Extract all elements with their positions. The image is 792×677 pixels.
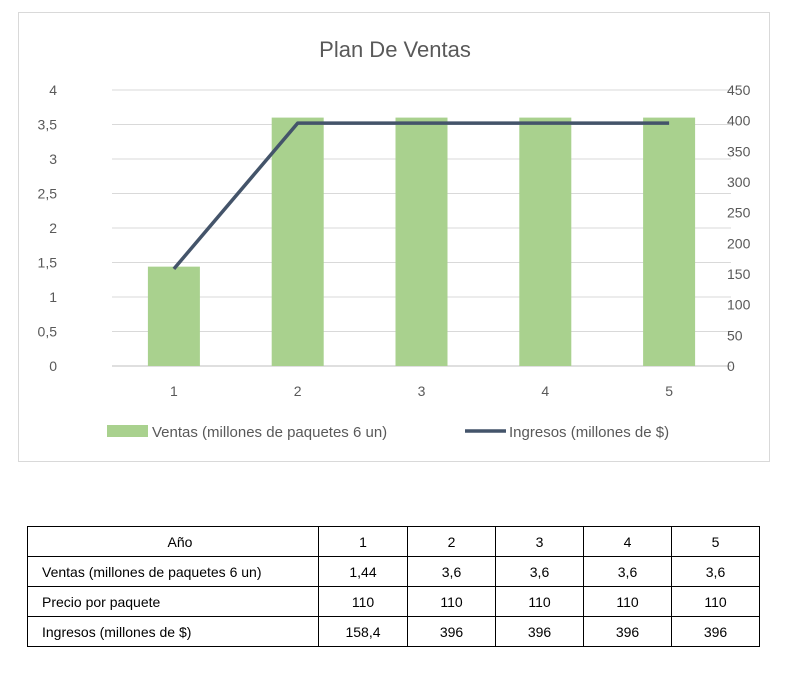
line-series	[172, 121, 670, 270]
x-tick-label: 3	[418, 383, 426, 399]
table-cell: 3,6	[671, 556, 760, 587]
bar	[519, 117, 572, 366]
table-row: Precio por paquete 110 110 110 110 110	[27, 586, 760, 617]
left-tick-label: 1,5	[38, 255, 58, 271]
header-cell-year-4: 4	[583, 526, 672, 557]
table-cell: 110	[671, 586, 760, 617]
header-cell-year-5: 5	[671, 526, 760, 557]
table-cell: 396	[407, 616, 496, 647]
right-tick-label: 200	[727, 235, 751, 251]
sales-plan-table: Año 1 2 3 4 5 Ventas (millones de paquet…	[27, 526, 760, 647]
left-tick-label: 3,5	[38, 117, 58, 133]
table-cell: 3,6	[583, 556, 672, 587]
left-tick-label: 0	[49, 358, 57, 374]
left-tick-label: 4	[49, 82, 57, 98]
header-cell-year: Año	[27, 526, 319, 557]
row-label: Precio por paquete	[27, 586, 319, 617]
header-cell-year-3: 3	[495, 526, 584, 557]
x-tick-label: 4	[541, 383, 549, 399]
right-tick-label: 50	[727, 327, 743, 343]
right-axis: 0 50 100 150 200 250 300 350 400 450	[727, 82, 751, 374]
right-tick-label: 100	[727, 297, 751, 313]
right-tick-label: 0	[727, 358, 735, 374]
combo-chart: Plan De Ventas 0 0,5 1 1,5 2 2,5 3 3,5 4 0 50 100 1…	[38, 37, 751, 441]
x-tick-label: 1	[170, 383, 178, 399]
data-table-container: Año 1 2 3 4 5 Ventas (millones de paquet…	[27, 526, 760, 647]
legend: Ventas (millones de paquetes 6 un) Ingres…	[107, 424, 669, 441]
table-cell: 110	[583, 586, 672, 617]
x-tick-label: 5	[665, 383, 673, 399]
legend-label-ingresos: Ingresos (millones de $)	[509, 424, 669, 441]
left-tick-label: 1	[49, 289, 57, 305]
table-cell: 396	[671, 616, 760, 647]
header-cell-year-2: 2	[407, 526, 496, 557]
left-tick-label: 3	[49, 151, 57, 167]
table-cell: 110	[495, 586, 584, 617]
right-tick-label: 150	[727, 266, 751, 282]
table-cell: 396	[583, 616, 672, 647]
bar	[643, 117, 696, 366]
bar	[271, 117, 324, 366]
table-cell: 3,6	[495, 556, 584, 587]
table-cell: 1,44	[318, 556, 408, 587]
right-tick-label: 450	[727, 82, 751, 98]
table-header-row: Año 1 2 3 4 5	[27, 526, 760, 557]
header-cell-year-1: 1	[318, 526, 408, 557]
table-cell: 396	[495, 616, 584, 647]
x-tick-label: 2	[294, 383, 302, 399]
table-cell: 3,6	[407, 556, 496, 587]
legend-label-ventas: Ventas (millones de paquetes 6 un)	[152, 424, 387, 441]
table-cell: 158,4	[318, 616, 408, 647]
bar	[147, 266, 200, 366]
left-tick-label: 2	[49, 220, 57, 236]
right-tick-label: 250	[727, 205, 751, 221]
table-row: Ingresos (millones de $) 158,4 396 396 3…	[27, 616, 760, 647]
bar	[395, 117, 448, 366]
row-label: Ventas (millones de paquetes 6 un)	[27, 556, 319, 587]
table-cell: 110	[318, 586, 408, 617]
row-label: Ingresos (millones de $)	[27, 616, 319, 647]
table-cell: 110	[407, 586, 496, 617]
left-tick-label: 2,5	[38, 186, 58, 202]
table-row: Ventas (millones de paquetes 6 un) 1,44 …	[27, 556, 760, 587]
chart-container: Plan De Ventas 0 0,5 1 1,5 2 2,5 3 3,5 4 0 50 100 1…	[18, 12, 770, 462]
chart-title: Plan De Ventas	[319, 37, 471, 62]
bar-series	[147, 117, 696, 366]
right-tick-label: 350	[727, 143, 751, 159]
right-tick-label: 300	[727, 174, 751, 190]
x-axis: 1 2 3 4 5	[170, 383, 673, 399]
left-axis: 0 0,5 1 1,5 2 2,5 3 3,5 4	[38, 82, 58, 374]
left-tick-label: 0,5	[38, 324, 58, 340]
legend-bar-swatch	[107, 425, 148, 437]
right-tick-label: 400	[727, 113, 751, 129]
